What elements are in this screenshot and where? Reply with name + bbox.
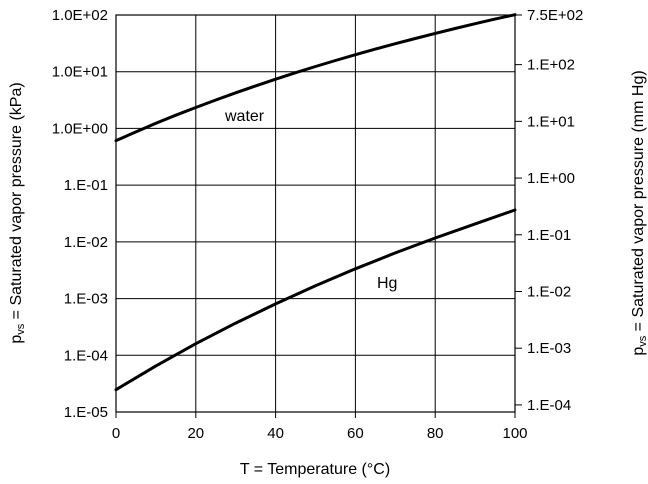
right-tick-label: 1.E-03 bbox=[527, 340, 571, 357]
x-tick-label: 40 bbox=[267, 425, 284, 442]
series-curves bbox=[114, 13, 517, 392]
left-tick-label: 1.E-02 bbox=[64, 234, 108, 251]
right-tick-label: 1.E+02 bbox=[527, 57, 575, 74]
left-tick-label: 1.E-04 bbox=[64, 347, 108, 364]
series-label-water: water bbox=[224, 108, 265, 125]
left-tick-label: 1.E-03 bbox=[64, 291, 108, 308]
right-axis-ticks: 1.E-04 1.E-03 1.E-02 1.E-01 1.E+00 1.E+01 1.E+… bbox=[515, 7, 583, 414]
plot-frame bbox=[115, 14, 516, 413]
series-label-hg: Hg bbox=[377, 275, 397, 292]
x-tick-label: 60 bbox=[347, 425, 364, 442]
series-line-hg bbox=[114, 208, 517, 392]
left-tick-label: 1.0E+02 bbox=[52, 7, 108, 24]
x-tick-label: 0 bbox=[112, 425, 120, 442]
x-axis-title: T = Temperature (°C) bbox=[240, 461, 390, 478]
grid-lines bbox=[115, 14, 516, 413]
right-tick-label: 1.E+00 bbox=[527, 170, 575, 187]
left-tick-label: 1.0E+01 bbox=[52, 64, 108, 81]
right-tick-label: 1.E-04 bbox=[527, 397, 571, 414]
series-line-water bbox=[114, 13, 517, 143]
left-axis-ticks: 1.E-05 1.E-04 1.E-03 1.E-02 1.E-01 1.0E+00 1.0… bbox=[52, 7, 108, 421]
right-tick-label: 1.E+01 bbox=[527, 113, 575, 130]
right-tick-label: 1.E-01 bbox=[527, 227, 571, 244]
x-tick-label: 100 bbox=[502, 425, 527, 442]
right-tick-label: 7.5E+02 bbox=[527, 7, 583, 24]
left-tick-label: 1.0E+00 bbox=[52, 120, 108, 137]
y-axis-title-left: pvs = Saturated vapor pressure (kPa) bbox=[8, 82, 27, 343]
right-tick-label: 1.E-02 bbox=[527, 283, 571, 300]
x-axis-ticks: 0 20 40 60 80 100 bbox=[112, 412, 528, 442]
y-axis-title-right: pvs = Saturated vapor pressure (mm Hg) bbox=[630, 70, 648, 355]
left-tick-label: 1.E-01 bbox=[64, 177, 108, 194]
x-tick-label: 20 bbox=[187, 425, 204, 442]
x-tick-label: 80 bbox=[427, 425, 444, 442]
left-tick-label: 1.E-05 bbox=[64, 404, 108, 421]
